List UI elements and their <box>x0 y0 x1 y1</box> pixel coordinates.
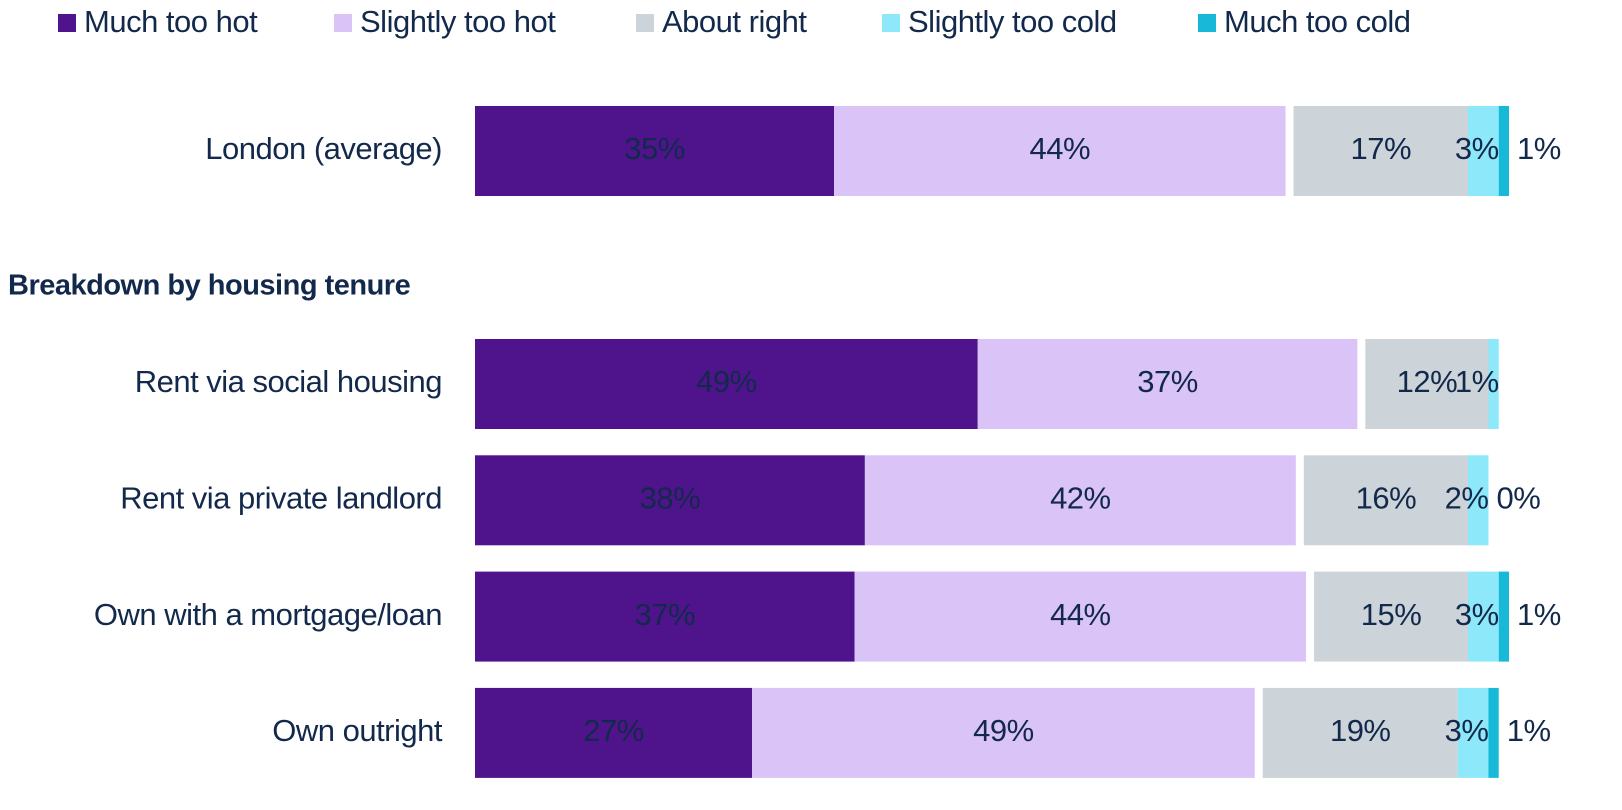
value-label: 49% <box>973 713 1034 748</box>
category-label: London (average) <box>205 131 442 166</box>
bar-segment <box>1488 339 1499 429</box>
bar-segment <box>752 687 1255 778</box>
bar-segment <box>1262 687 1458 778</box>
value-label: 0% <box>1496 480 1540 515</box>
value-label: 17% <box>1350 131 1411 166</box>
legend-label: Much too cold <box>1224 4 1411 39</box>
value-label: 35% <box>624 131 685 166</box>
value-label: 1% <box>1517 597 1561 632</box>
value-label: 12% <box>1397 364 1458 399</box>
bar-segment <box>1314 571 1468 662</box>
value-label: 1% <box>1455 364 1499 399</box>
bar-segment <box>1467 106 1499 196</box>
bar-segment <box>1498 106 1509 196</box>
bar-segment <box>1488 687 1499 778</box>
bar-segment <box>475 571 855 662</box>
category-label: Rent via social housing <box>135 364 442 399</box>
bar-segment <box>475 687 753 778</box>
value-label: 42% <box>1050 480 1111 515</box>
bar-segment <box>864 455 1296 546</box>
bar-segment <box>1498 571 1509 662</box>
value-label: 2% <box>1445 480 1489 515</box>
value-label: 1% <box>1517 131 1561 166</box>
legend-label: Slightly too cold <box>908 4 1117 39</box>
value-label: 15% <box>1361 597 1422 632</box>
value-label: 16% <box>1356 480 1417 515</box>
category-label: Own with a mortgage/loan <box>94 597 442 632</box>
category-label: Own outright <box>272 713 443 748</box>
bar-segment <box>475 339 978 429</box>
legend-label: Slightly too hot <box>360 4 556 39</box>
value-label: 37% <box>635 597 696 632</box>
legend-label: About right <box>662 4 807 39</box>
value-label: 37% <box>1137 364 1198 399</box>
bar-segment <box>1467 571 1499 662</box>
bar-segment <box>977 339 1358 429</box>
value-label: 44% <box>1050 597 1111 632</box>
legend-label: Much too hot <box>84 4 258 39</box>
bar-segment <box>1365 339 1489 429</box>
bar-segment <box>1467 455 1489 546</box>
value-label: 27% <box>583 713 644 748</box>
bar-segment <box>854 571 1307 662</box>
bar-segment <box>1303 455 1468 546</box>
legend-swatch <box>1198 14 1216 32</box>
bar-segment <box>834 106 1286 196</box>
legend-swatch <box>636 14 654 32</box>
section-title: Breakdown by housing tenure <box>8 270 411 302</box>
value-label: 3% <box>1455 597 1499 632</box>
value-label: 3% <box>1445 713 1489 748</box>
bar-segment <box>1457 687 1489 778</box>
value-label: 38% <box>640 480 701 515</box>
value-label: 3% <box>1455 131 1499 166</box>
legend-swatch <box>58 14 76 32</box>
category-label: Rent via private landlord <box>120 480 442 515</box>
bar-segment <box>1293 106 1468 196</box>
legend-swatch <box>334 14 352 32</box>
bar-segment <box>475 106 835 196</box>
value-label: 49% <box>696 364 757 399</box>
value-label: 19% <box>1330 713 1391 748</box>
value-label: 1% <box>1507 713 1551 748</box>
bar-segment <box>475 455 865 546</box>
value-label: 44% <box>1030 131 1091 166</box>
legend-swatch <box>882 14 900 32</box>
